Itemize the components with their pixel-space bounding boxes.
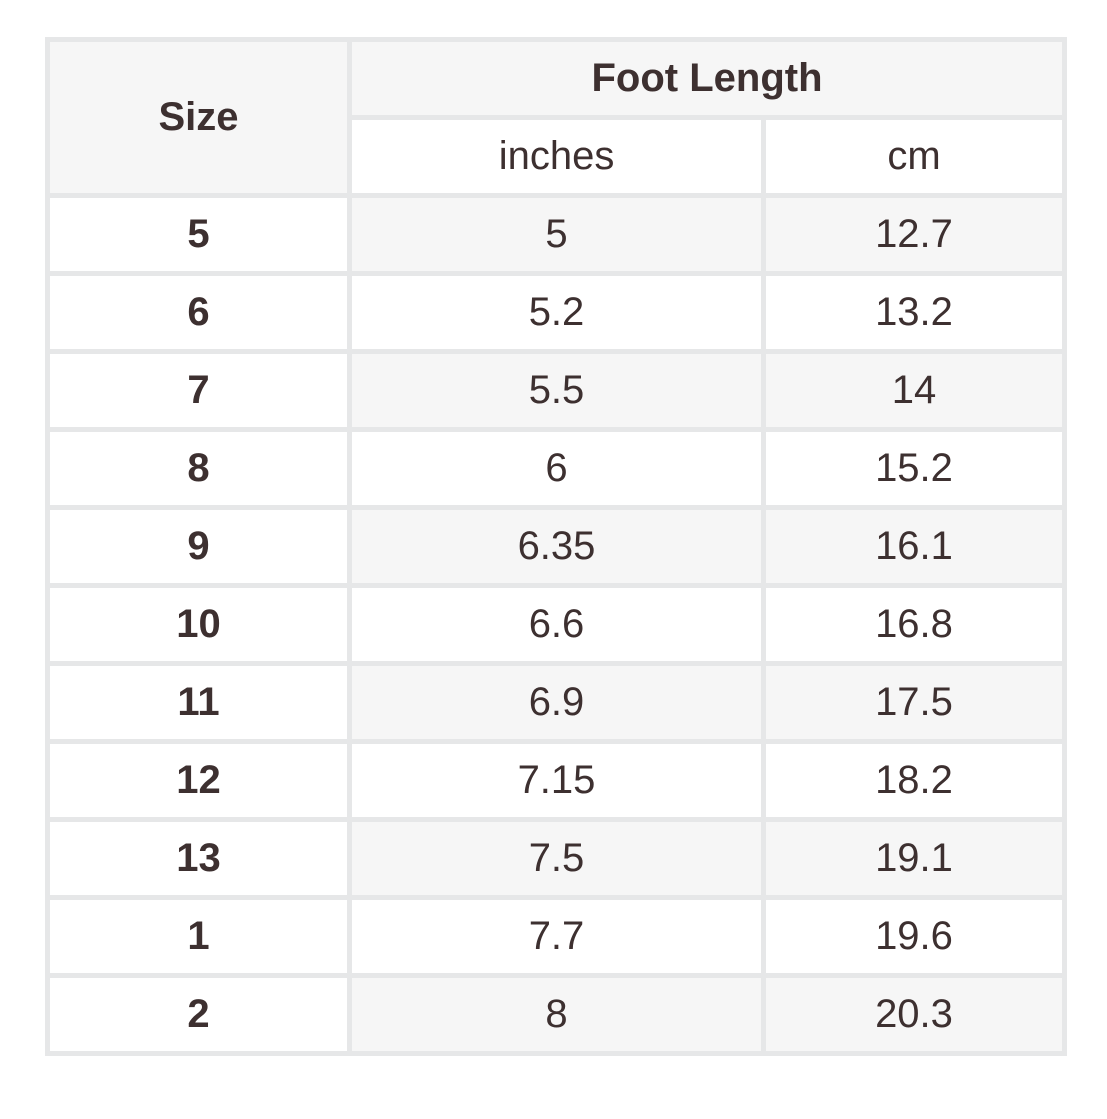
table-row: 2 8 20.3 [50, 978, 1062, 1051]
inches-cell: 6.6 [352, 588, 761, 661]
size-cell: 12 [50, 744, 347, 817]
cm-cell: 18.2 [766, 744, 1062, 817]
inches-cell: 8 [352, 978, 761, 1051]
inches-cell: 6.9 [352, 666, 761, 739]
size-cell: 5 [50, 198, 347, 271]
table-row: 1 7.7 19.6 [50, 900, 1062, 973]
cm-cell: 19.6 [766, 900, 1062, 973]
inches-cell: 6.35 [352, 510, 761, 583]
cm-cell: 17.5 [766, 666, 1062, 739]
cm-cell: 13.2 [766, 276, 1062, 349]
table-row: 10 6.6 16.8 [50, 588, 1062, 661]
size-cell: 6 [50, 276, 347, 349]
cm-cell: 16.1 [766, 510, 1062, 583]
size-cell: 13 [50, 822, 347, 895]
cm-cell: 16.8 [766, 588, 1062, 661]
foot-length-header: Foot Length [352, 42, 1062, 115]
inches-cell: 5.2 [352, 276, 761, 349]
size-cell: 8 [50, 432, 347, 505]
cm-cell: 12.7 [766, 198, 1062, 271]
inches-cell: 7.7 [352, 900, 761, 973]
cm-cell: 19.1 [766, 822, 1062, 895]
size-chart-table: Size Foot Length inches cm 5 5 12.7 6 5.2 13.… [45, 37, 1067, 1056]
inches-header: inches [352, 120, 761, 193]
table-row: 12 7.15 18.2 [50, 744, 1062, 817]
inches-cell: 7.15 [352, 744, 761, 817]
table-row: 13 7.5 19.1 [50, 822, 1062, 895]
table-row: 7 5.5 14 [50, 354, 1062, 427]
size-cell: 9 [50, 510, 347, 583]
cm-cell: 14 [766, 354, 1062, 427]
inches-cell: 5.5 [352, 354, 761, 427]
table-row: 11 6.9 17.5 [50, 666, 1062, 739]
cm-header: cm [766, 120, 1062, 193]
table-row: 6 5.2 13.2 [50, 276, 1062, 349]
size-cell: 2 [50, 978, 347, 1051]
table-row: 9 6.35 16.1 [50, 510, 1062, 583]
size-header: Size [50, 42, 347, 193]
cm-cell: 20.3 [766, 978, 1062, 1051]
inches-cell: 5 [352, 198, 761, 271]
inches-cell: 6 [352, 432, 761, 505]
size-cell: 10 [50, 588, 347, 661]
inches-cell: 7.5 [352, 822, 761, 895]
cm-cell: 15.2 [766, 432, 1062, 505]
size-cell: 7 [50, 354, 347, 427]
size-cell: 11 [50, 666, 347, 739]
table-row: 5 5 12.7 [50, 198, 1062, 271]
table-row: 8 6 15.2 [50, 432, 1062, 505]
size-cell: 1 [50, 900, 347, 973]
